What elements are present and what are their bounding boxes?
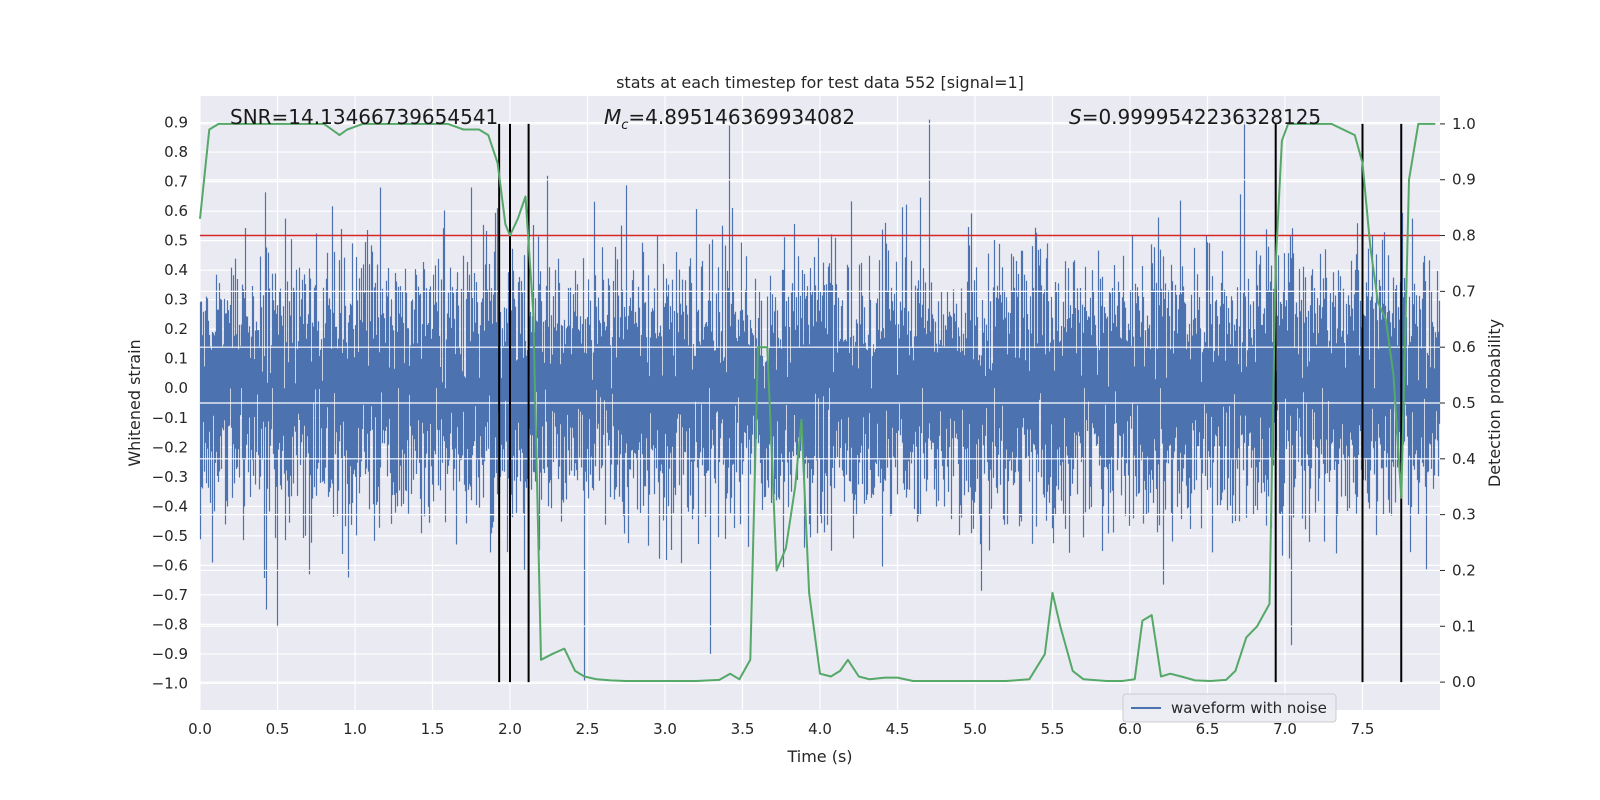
y2-tick-label: 0.2: [1452, 561, 1476, 579]
y-tick-label: −0.6: [152, 556, 188, 574]
x-tick-label: 3.0: [653, 720, 677, 738]
y-tick-label: −0.2: [152, 438, 188, 456]
y-tick-label: −0.7: [152, 586, 188, 604]
chirp-mass-subscript: c: [621, 118, 628, 133]
x-axis-ticks: 0.0 0.5 1.0 1.5 2.0 2.5 3.0 3.5 4.0 4.5 5.0 5.5 6.0 6…: [188, 720, 1374, 738]
y2-tick-label: 0.0: [1452, 673, 1476, 691]
x-tick-label: 6.5: [1196, 720, 1220, 738]
y2-tick-label: 0.6: [1452, 338, 1476, 356]
y-tick-label: 0.0: [164, 379, 188, 397]
y2-tick-label: 0.9: [1452, 171, 1476, 189]
chirp-mass-value: =4.895146369934082: [628, 105, 855, 129]
x-tick-label: 2.5: [576, 720, 600, 738]
x-tick-label: 6.0: [1118, 720, 1142, 738]
y2-tick-label: 0.4: [1452, 450, 1476, 468]
y-tick-label: −0.4: [152, 497, 188, 515]
y-tick-label: 0.1: [164, 350, 188, 368]
y2-tick-label: 1.0: [1452, 115, 1476, 133]
legend-label: waveform with noise: [1171, 699, 1327, 717]
x-tick-label: 1.5: [421, 720, 445, 738]
y2-tick-label: 0.1: [1452, 617, 1476, 635]
snr-annotation: SNR=14.13466739654541: [230, 105, 498, 129]
legend: waveform with noise: [1122, 693, 1337, 723]
x-tick-label: 5.0: [963, 720, 987, 738]
y2-tick-label: 0.8: [1452, 227, 1476, 245]
x-tick-label: 3.5: [731, 720, 755, 738]
chirp-mass-symbol: M: [604, 105, 621, 129]
x-tick-label: 7.0: [1273, 720, 1297, 738]
y-axis-label: Whitened strain: [125, 339, 144, 466]
y2-tick-label: 0.5: [1452, 394, 1476, 412]
y-tick-label: −0.5: [152, 527, 188, 545]
y2-tick-label: 0.3: [1452, 506, 1476, 524]
y-tick-label: 0.7: [164, 173, 188, 191]
x-tick-label: 4.5: [886, 720, 910, 738]
detection-probability-line: [199, 122, 1436, 682]
y-tick-label: 0.2: [164, 320, 188, 338]
y-tick-label: −0.9: [152, 645, 188, 663]
score-symbol: S: [1069, 105, 1082, 129]
y-tick-label: −0.8: [152, 615, 188, 633]
y-tick-label: 0.3: [164, 291, 188, 309]
score-value: =0.9999542236328125: [1082, 105, 1321, 129]
y-tick-label: 0.4: [164, 261, 188, 279]
x-tick-label: 5.5: [1041, 720, 1065, 738]
legend-box: [1122, 693, 1337, 723]
chirp-mass-annotation: Mc=4.895146369934082: [604, 105, 855, 133]
y-tick-label: 0.8: [164, 143, 188, 161]
y-tick-label: 0.6: [164, 202, 188, 220]
score-annotation: S=0.9999542236328125: [1069, 105, 1321, 129]
y-tick-label: 0.9: [164, 114, 188, 132]
chart-title: stats at each timestep for test data 552…: [616, 73, 1024, 92]
y-tick-label: −1.0: [152, 674, 188, 692]
x-tick-label: 7.5: [1351, 720, 1375, 738]
y-tick-label: 0.5: [164, 232, 188, 250]
y-tick-label: −0.1: [152, 409, 188, 427]
x-tick-label: 1.0: [343, 720, 367, 738]
x-axis-label: Time (s): [786, 747, 852, 766]
waveform-trace: [199, 119, 1441, 681]
x-tick-label: 0.5: [266, 720, 290, 738]
x-tick-label: 4.0: [808, 720, 832, 738]
waveform-with-noise-series: [199, 119, 1441, 681]
detection-probability-series: [199, 122, 1436, 682]
y2-tick-label: 0.7: [1452, 282, 1476, 300]
left-axis-ticks: 0.9 0.8 0.7 0.6 0.5 0.4 0.3 0.2 0.1 0.0 −0.1 −0.2 −0…: [152, 114, 188, 693]
right-axis-ticks: 1.0 0.9 0.8 0.7 0.6 0.5 0.4 0.3 0.2 0.1 0.0: [1440, 115, 1476, 691]
x-tick-label: 2.0: [498, 720, 522, 738]
y2-axis-label: Detection probability: [1485, 319, 1504, 487]
event-markers: [498, 123, 1403, 683]
y-tick-label: −0.3: [152, 468, 188, 486]
x-tick-label: 0.0: [188, 720, 212, 738]
